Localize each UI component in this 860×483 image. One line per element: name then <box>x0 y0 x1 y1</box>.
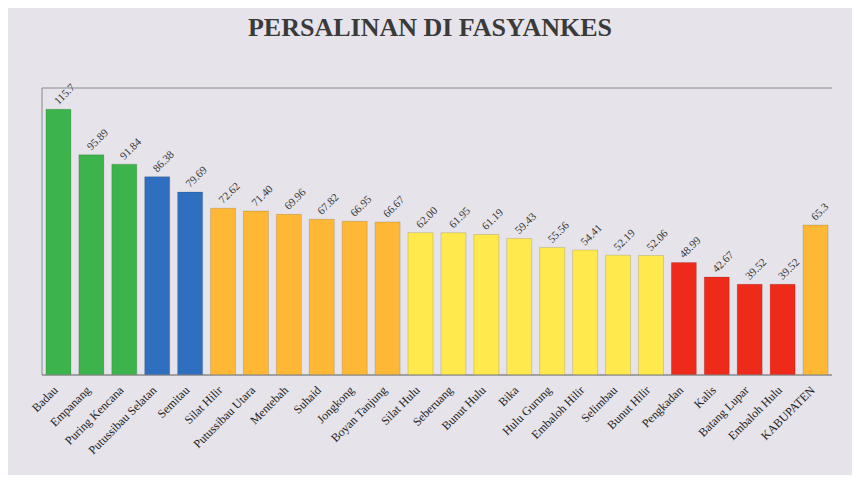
svg-text:54.41: 54.41 <box>578 222 604 248</box>
svg-text:48.99: 48.99 <box>677 234 703 260</box>
svg-text:86.38: 86.38 <box>150 148 176 174</box>
svg-text:Seberuang: Seberuang <box>409 383 456 429</box>
svg-text:Kalis: Kalis <box>691 383 719 411</box>
svg-text:Embaloh Hilir: Embaloh Hilir <box>529 383 588 442</box>
svg-text:KABUPATEN: KABUPATEN <box>758 383 818 443</box>
svg-text:65.3: 65.3 <box>808 200 830 222</box>
svg-text:61.19: 61.19 <box>479 206 505 232</box>
svg-text:Semitau: Semitau <box>154 383 193 421</box>
svg-text:69.96: 69.96 <box>282 185 308 211</box>
svg-text:Suhaid: Suhaid <box>290 383 324 417</box>
svg-text:Empanang: Empanang <box>47 383 94 430</box>
svg-text:52.06: 52.06 <box>644 227 670 253</box>
svg-text:55.56: 55.56 <box>545 219 571 245</box>
svg-text:Batang Lupar: Batang Lupar <box>695 383 752 440</box>
svg-text:52.19: 52.19 <box>611 226 637 252</box>
svg-text:Putussibau Selatan: Putussibau Selatan <box>86 383 160 457</box>
svg-text:Putussibau Utara: Putussibau Utara <box>190 383 259 451</box>
svg-text:42.67: 42.67 <box>710 248 736 274</box>
svg-text:91.84: 91.84 <box>117 135 143 161</box>
svg-text:72.62: 72.62 <box>216 180 242 206</box>
svg-text:59.43: 59.43 <box>512 210 538 236</box>
svg-text:Bika: Bika <box>495 383 521 409</box>
svg-text:Selimbau: Selimbau <box>578 383 621 426</box>
svg-text:67.82: 67.82 <box>315 191 341 217</box>
svg-text:Silat Hulu: Silat Hulu <box>378 383 423 428</box>
svg-text:Badau: Badau <box>29 383 61 415</box>
svg-text:61.95: 61.95 <box>446 204 472 230</box>
svg-text:95.89: 95.89 <box>84 126 110 152</box>
svg-text:Bunut Hilir: Bunut Hilir <box>604 383 654 432</box>
svg-text:66.95: 66.95 <box>348 192 374 218</box>
svg-text:Pengkadan: Pengkadan <box>639 383 686 430</box>
svg-text:Mentebah: Mentebah <box>247 383 291 427</box>
svg-text:Hulu Gurung: Hulu Gurung <box>499 383 555 439</box>
svg-text:Embaloh Hulu: Embaloh Hulu <box>725 383 785 443</box>
svg-text:Bunut Hulu: Bunut Hulu <box>439 383 489 433</box>
svg-text:62.00: 62.00 <box>413 204 439 230</box>
svg-text:39.52: 39.52 <box>776 256 802 282</box>
svg-text:Jongkong: Jongkong <box>313 383 357 427</box>
svg-text:Puring Kencana: Puring Kencana <box>62 383 127 448</box>
svg-text:66.67: 66.67 <box>381 193 407 219</box>
svg-text:79.69: 79.69 <box>183 163 209 189</box>
svg-text:71.40: 71.40 <box>249 182 275 208</box>
html-text:PERSALINAN DI FASYANKES: PERSALINAN DI FASYANKES <box>248 13 612 42</box>
svg-text:Silat Hilir: Silat Hilir <box>181 383 226 427</box>
svg-text:115.7: 115.7 <box>51 81 77 107</box>
svg-text:Boyan Tanjung: Boyan Tanjung <box>328 383 390 445</box>
svg-text:39.52: 39.52 <box>743 256 769 282</box>
